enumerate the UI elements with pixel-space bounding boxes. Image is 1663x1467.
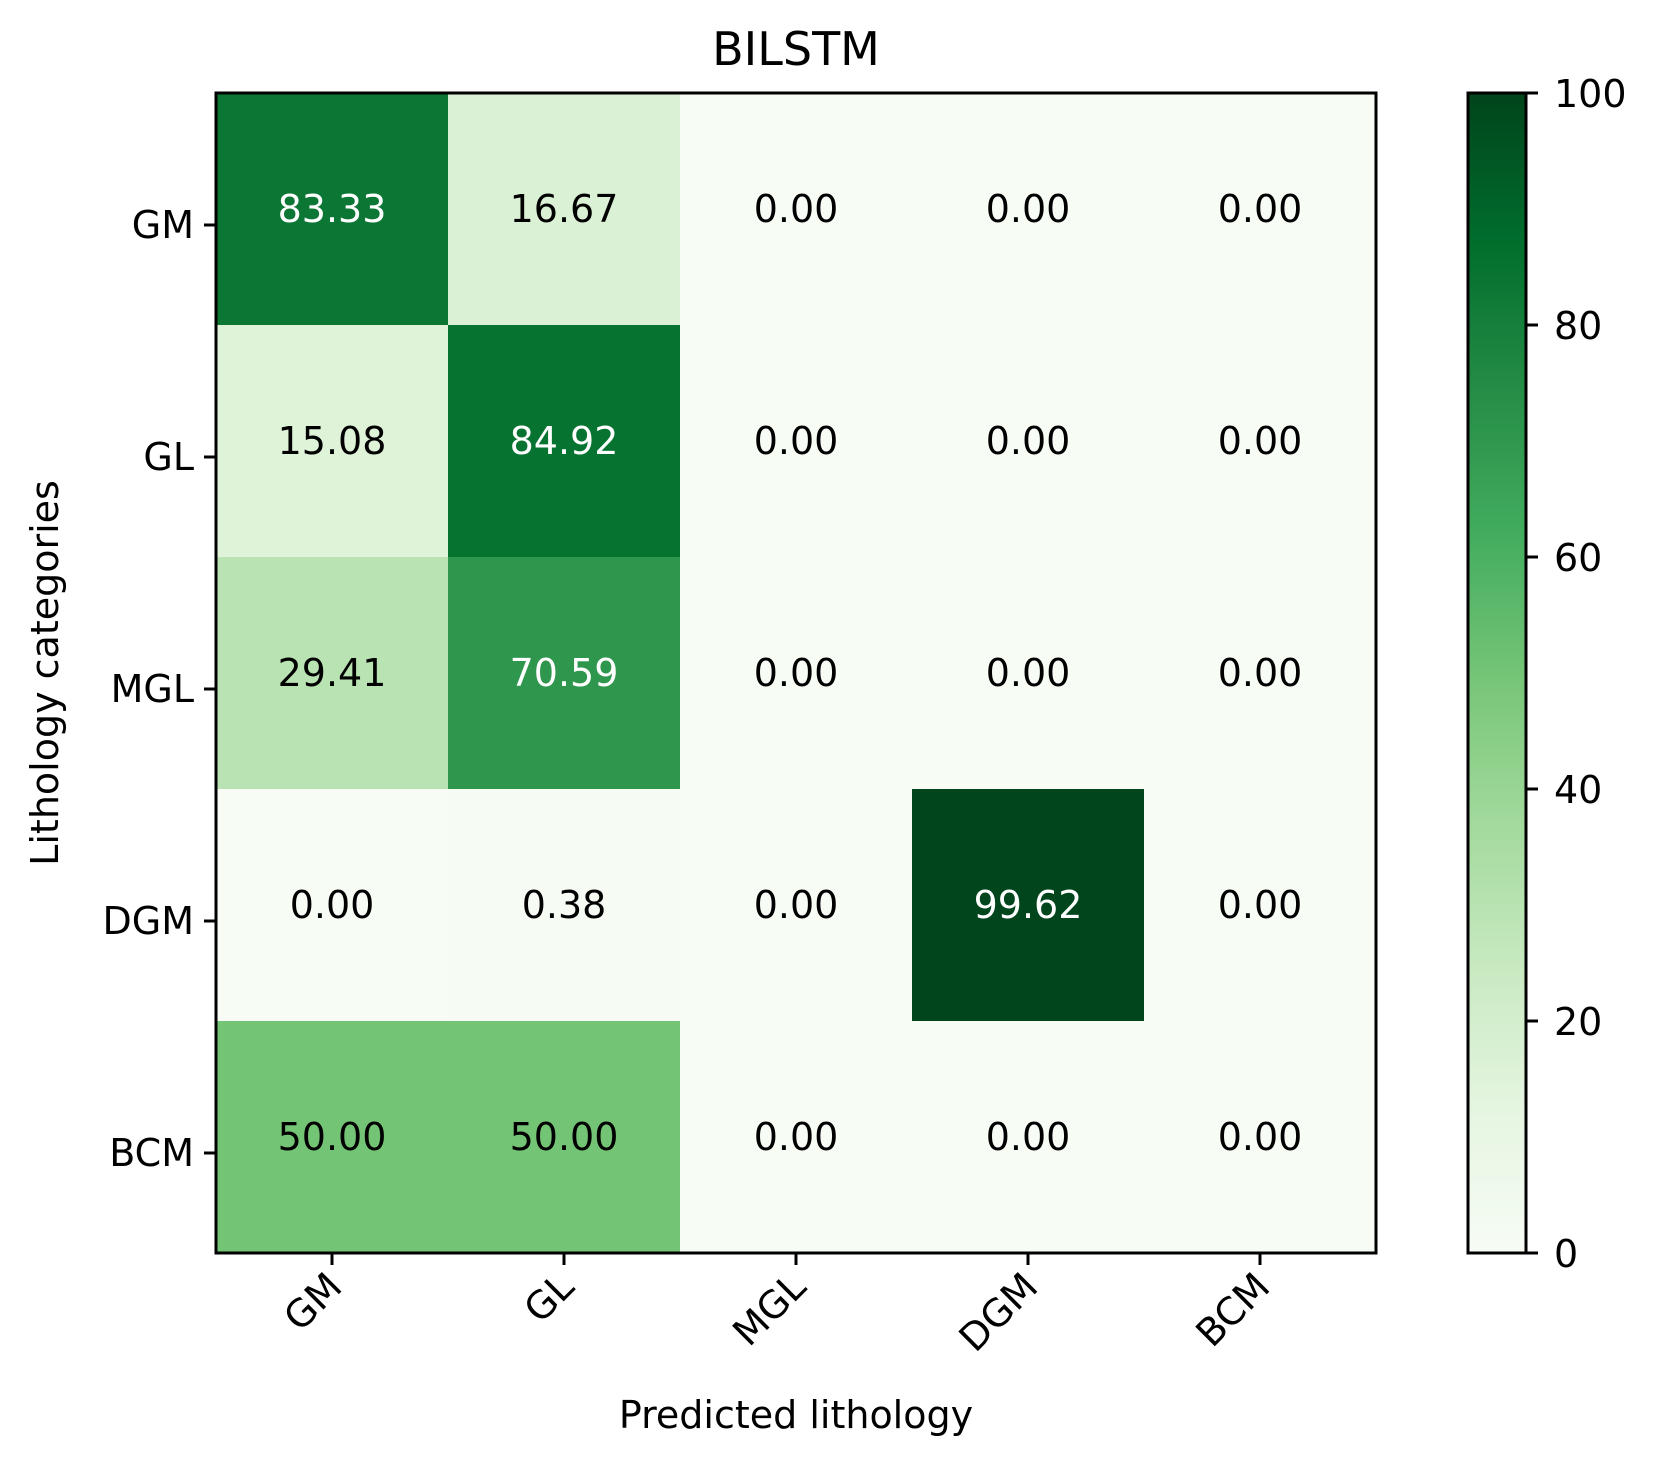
cell-value-label: 29.41 — [278, 651, 387, 695]
x-tick-label: MGL — [724, 1264, 814, 1354]
y-tick-label: GL — [143, 435, 194, 479]
cell-value-label: 84.92 — [510, 419, 619, 463]
colorbar-tick-label: 80 — [1554, 304, 1602, 348]
heatmap-cells — [216, 93, 1377, 1254]
cell-value-label: 0.00 — [290, 883, 375, 927]
y-tick-label: DGM — [103, 899, 195, 943]
cell-value-label: 50.00 — [278, 1115, 387, 1159]
heatmap-cell — [216, 325, 449, 558]
colorbar-tick-label: 100 — [1554, 72, 1627, 116]
colorbar-tick-label: 0 — [1554, 1232, 1578, 1276]
heatmap-cell — [448, 557, 681, 790]
cell-value-label: 0.00 — [754, 187, 839, 231]
heatmap-cell — [448, 93, 681, 326]
colorbar-gradient — [1466, 91, 1528, 1255]
cell-value-label: 15.08 — [278, 419, 387, 463]
heatmap-cell — [912, 1021, 1145, 1254]
y-axis-label: Lithology categories — [23, 480, 67, 866]
heatmap-cell — [680, 789, 913, 1022]
heatmap-cell — [448, 1021, 681, 1254]
heatmap-cell — [1144, 1021, 1377, 1254]
cell-value-label: 99.62 — [974, 883, 1083, 927]
chart-title: BILSTM — [712, 22, 880, 76]
cell-value-label: 0.00 — [1218, 187, 1303, 231]
cell-value-label: 0.00 — [754, 883, 839, 927]
cell-value-label: 0.00 — [1218, 883, 1303, 927]
cell-value-label: 83.33 — [278, 187, 387, 231]
x-tick-label: BCM — [1187, 1264, 1278, 1355]
heatmap-cell — [1144, 93, 1377, 326]
cell-value-label: 0.00 — [986, 651, 1071, 695]
cell-value-label: 0.00 — [754, 651, 839, 695]
cell-value-label: 16.67 — [510, 187, 619, 231]
cell-value-label: 0.00 — [754, 1115, 839, 1159]
heatmap-cell — [680, 557, 913, 790]
colorbar-tick-label: 20 — [1554, 1000, 1602, 1044]
heatmap-cell — [912, 325, 1145, 558]
heatmap-cell — [680, 93, 913, 326]
cell-value-label: 0.00 — [986, 1115, 1071, 1159]
y-tick-label: MGL — [111, 667, 194, 711]
heatmap-cell — [912, 93, 1145, 326]
heatmap-cell — [448, 325, 681, 558]
heatmap-cell — [680, 325, 913, 558]
x-axis-ticks: GM GL MGL DGM BCM — [275, 1253, 1278, 1360]
y-tick-label: GM — [132, 203, 194, 247]
heatmap-cell — [216, 557, 449, 790]
heatmap-cell — [1144, 557, 1377, 790]
y-tick-label: BCM — [109, 1131, 194, 1175]
cell-value-label: 0.00 — [1218, 651, 1303, 695]
colorbar-ticks: 0 20 40 60 80 100 — [1526, 72, 1627, 1276]
x-tick-label: GL — [515, 1264, 582, 1331]
cell-value-label: 0.00 — [1218, 419, 1303, 463]
colorbar-tick-label: 40 — [1554, 768, 1602, 812]
cell-value-label: 0.38 — [522, 883, 607, 927]
heatmap-cell — [1144, 789, 1377, 1022]
cell-value-label: 0.00 — [1218, 1115, 1303, 1159]
heatmap-cell — [216, 93, 449, 326]
colorbar-tick-label: 60 — [1554, 536, 1602, 580]
y-axis-ticks: GM GL MGL DGM BCM — [103, 203, 216, 1175]
cell-value-label: 0.00 — [986, 419, 1071, 463]
heatmap-cell-labels: 83.33 16.67 0.00 0.00 0.00 15.08 84.92 0.00 0.00… — [278, 187, 1303, 1159]
cell-value-label: 0.00 — [754, 419, 839, 463]
heatmap-cell — [448, 789, 681, 1022]
x-tick-label: GM — [275, 1264, 350, 1339]
heatmap-cell — [216, 1021, 449, 1254]
x-tick-label: DGM — [951, 1264, 1047, 1360]
cell-value-label: 70.59 — [510, 651, 619, 695]
colorbar: 0 20 40 60 80 100 — [1466, 72, 1627, 1276]
x-axis-label: Predicted lithology — [619, 1393, 973, 1437]
heatmap-cell — [1144, 325, 1377, 558]
cell-value-label: 0.00 — [986, 187, 1071, 231]
heatmap-cell — [680, 1021, 913, 1254]
cell-value-label: 50.00 — [510, 1115, 619, 1159]
heatmap-cell — [216, 789, 449, 1022]
heatmap-cell — [912, 557, 1145, 790]
heatmap-cell — [912, 789, 1145, 1022]
